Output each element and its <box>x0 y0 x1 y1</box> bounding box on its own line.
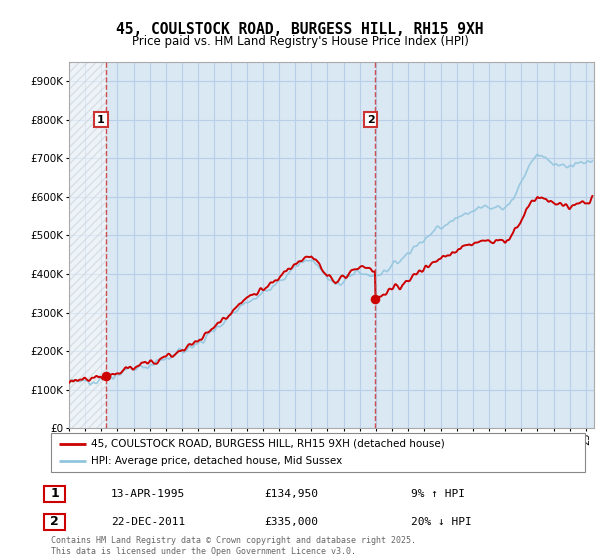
Text: 2: 2 <box>367 114 374 124</box>
Text: Price paid vs. HM Land Registry's House Price Index (HPI): Price paid vs. HM Land Registry's House … <box>131 35 469 48</box>
Text: £134,950: £134,950 <box>264 489 318 499</box>
Text: 9% ↑ HPI: 9% ↑ HPI <box>411 489 465 499</box>
FancyBboxPatch shape <box>51 433 585 472</box>
Text: 45, COULSTOCK ROAD, BURGESS HILL, RH15 9XH: 45, COULSTOCK ROAD, BURGESS HILL, RH15 9… <box>116 22 484 38</box>
Text: 13-APR-1995: 13-APR-1995 <box>111 489 185 499</box>
Text: 1: 1 <box>97 114 105 124</box>
Text: £335,000: £335,000 <box>264 517 318 527</box>
Text: HPI: Average price, detached house, Mid Sussex: HPI: Average price, detached house, Mid … <box>91 456 342 466</box>
Point <box>371 295 380 304</box>
Text: 2: 2 <box>50 515 59 529</box>
Text: 22-DEC-2011: 22-DEC-2011 <box>111 517 185 527</box>
Point <box>101 372 110 381</box>
Text: Contains HM Land Registry data © Crown copyright and database right 2025.
This d: Contains HM Land Registry data © Crown c… <box>51 536 416 556</box>
FancyBboxPatch shape <box>44 514 65 530</box>
FancyBboxPatch shape <box>44 486 65 502</box>
Bar <box>69 62 106 428</box>
Text: 1: 1 <box>50 487 59 501</box>
Text: 20% ↓ HPI: 20% ↓ HPI <box>411 517 472 527</box>
Text: 45, COULSTOCK ROAD, BURGESS HILL, RH15 9XH (detached house): 45, COULSTOCK ROAD, BURGESS HILL, RH15 9… <box>91 438 445 449</box>
